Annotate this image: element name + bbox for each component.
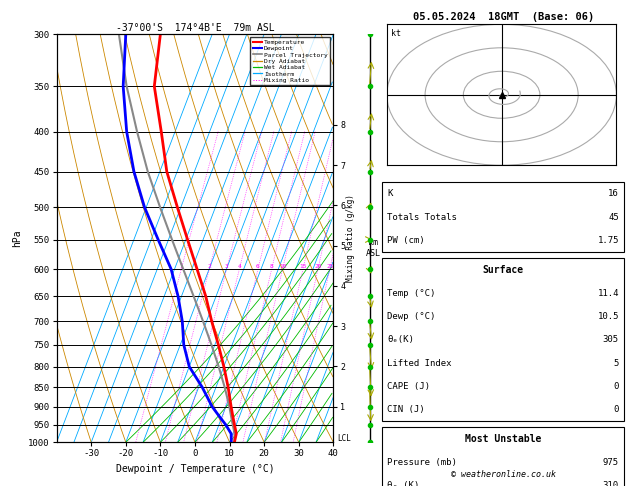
Text: 305: 305 [603, 335, 619, 344]
Text: 5: 5 [613, 359, 619, 367]
Text: Dewp (°C): Dewp (°C) [387, 312, 436, 321]
Text: © weatheronline.co.uk: © weatheronline.co.uk [451, 469, 555, 479]
Text: 4: 4 [238, 264, 242, 269]
Text: Mixing Ratio (g/kg): Mixing Ratio (g/kg) [346, 194, 355, 282]
Text: 0: 0 [613, 405, 619, 414]
Text: 975: 975 [603, 458, 619, 467]
Text: 16: 16 [608, 190, 619, 198]
Text: kt: kt [391, 29, 401, 37]
Bar [382, 427, 624, 486]
Text: PW (cm): PW (cm) [387, 236, 425, 245]
X-axis label: Dewpoint / Temperature (°C): Dewpoint / Temperature (°C) [116, 464, 274, 474]
Text: Pressure (mb): Pressure (mb) [387, 458, 457, 467]
Text: θₑ(K): θₑ(K) [387, 335, 415, 344]
Text: 8: 8 [270, 264, 274, 269]
Text: 1: 1 [179, 264, 183, 269]
Text: 2: 2 [208, 264, 211, 269]
Legend: Temperature, Dewpoint, Parcel Trajectory, Dry Adiabat, Wet Adiabat, Isotherm, Mi: Temperature, Dewpoint, Parcel Trajectory… [250, 37, 330, 86]
Text: 1.75: 1.75 [598, 236, 619, 245]
Bar [382, 182, 624, 252]
Text: 10: 10 [279, 264, 286, 269]
Text: Most Unstable: Most Unstable [465, 434, 542, 444]
Text: 20: 20 [314, 264, 321, 269]
Text: CIN (J): CIN (J) [387, 405, 425, 414]
Text: 10.5: 10.5 [598, 312, 619, 321]
Text: LCL: LCL [338, 434, 352, 443]
Text: θₑ (K): θₑ (K) [387, 481, 420, 486]
Text: 05.05.2024  18GMT  (Base: 06): 05.05.2024 18GMT (Base: 06) [413, 12, 594, 22]
Text: Temp (°C): Temp (°C) [387, 289, 436, 297]
Text: 15: 15 [299, 264, 307, 269]
Text: 11.4: 11.4 [598, 289, 619, 297]
Y-axis label: hPa: hPa [13, 229, 23, 247]
Text: Lifted Index: Lifted Index [387, 359, 452, 367]
Text: Surface: Surface [482, 265, 524, 275]
Bar [382, 258, 624, 421]
Title: -37°00'S  174°4B'E  79m ASL: -37°00'S 174°4B'E 79m ASL [116, 23, 274, 33]
Text: K: K [387, 190, 393, 198]
Text: 25: 25 [326, 264, 333, 269]
Text: Totals Totals: Totals Totals [387, 213, 457, 222]
Y-axis label: km
ASL: km ASL [365, 238, 381, 258]
Text: 3: 3 [225, 264, 228, 269]
Text: 310: 310 [603, 481, 619, 486]
Text: 45: 45 [608, 213, 619, 222]
Text: 6: 6 [256, 264, 260, 269]
Text: 0: 0 [613, 382, 619, 391]
Text: CAPE (J): CAPE (J) [387, 382, 430, 391]
